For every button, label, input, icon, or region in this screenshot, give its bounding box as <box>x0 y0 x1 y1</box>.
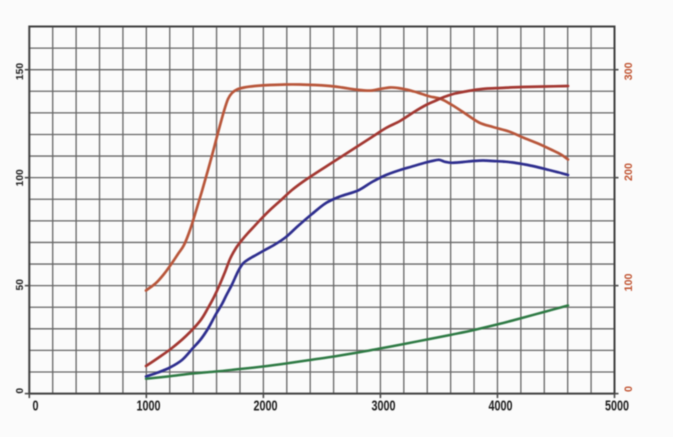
svg-text:200: 200 <box>623 163 635 181</box>
svg-text:100: 100 <box>15 169 26 186</box>
svg-text:300: 300 <box>623 62 635 80</box>
svg-text:0: 0 <box>15 388 26 394</box>
svg-text:0: 0 <box>32 397 38 414</box>
svg-text:150: 150 <box>15 63 26 80</box>
svg-text:2000: 2000 <box>254 397 278 414</box>
svg-text:100: 100 <box>623 273 635 291</box>
svg-text:5000: 5000 <box>605 397 629 414</box>
svg-text:4000: 4000 <box>489 397 513 414</box>
svg-text:0: 0 <box>623 386 635 392</box>
svg-text:1000: 1000 <box>137 397 161 414</box>
svg-text:3000: 3000 <box>372 397 396 414</box>
svg-text:50: 50 <box>15 279 26 291</box>
